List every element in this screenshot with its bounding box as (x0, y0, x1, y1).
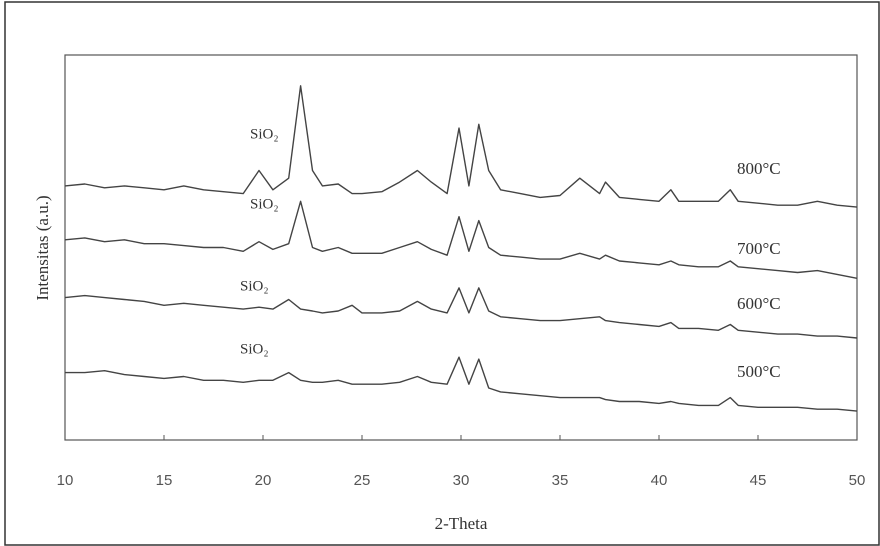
x-tick-label: 10 (57, 472, 74, 489)
series-label: 800°C (737, 159, 781, 178)
annotation: SiO₂ (250, 126, 279, 142)
data-line (64, 85, 858, 208)
series-label: 500°C (737, 362, 781, 381)
annotation: SiO₂ (250, 196, 279, 212)
annotation: SiO₂ (240, 341, 269, 357)
x-tick-label: 15 (156, 472, 173, 489)
x-tick-label: 20 (255, 472, 272, 489)
x-tick-label: 25 (354, 472, 371, 489)
data-line (64, 200, 858, 279)
y-axis-label: Intensitas (a.u.) (33, 195, 52, 300)
x-tick-label: 40 (651, 472, 668, 489)
outer-frame (4, 1, 880, 546)
x-tick-label: 50 (849, 472, 866, 489)
series-label: 700°C (737, 239, 781, 258)
data-line (64, 287, 858, 339)
series-label: 600°C (737, 294, 781, 313)
x-tick-label: 35 (552, 472, 569, 489)
data-line (65, 356, 858, 412)
x-tick-label: 45 (750, 472, 767, 489)
annotation: SiO₂ (240, 278, 269, 294)
x-tick-label: 30 (453, 472, 470, 489)
x-axis-label: 2-Theta (435, 514, 488, 533)
